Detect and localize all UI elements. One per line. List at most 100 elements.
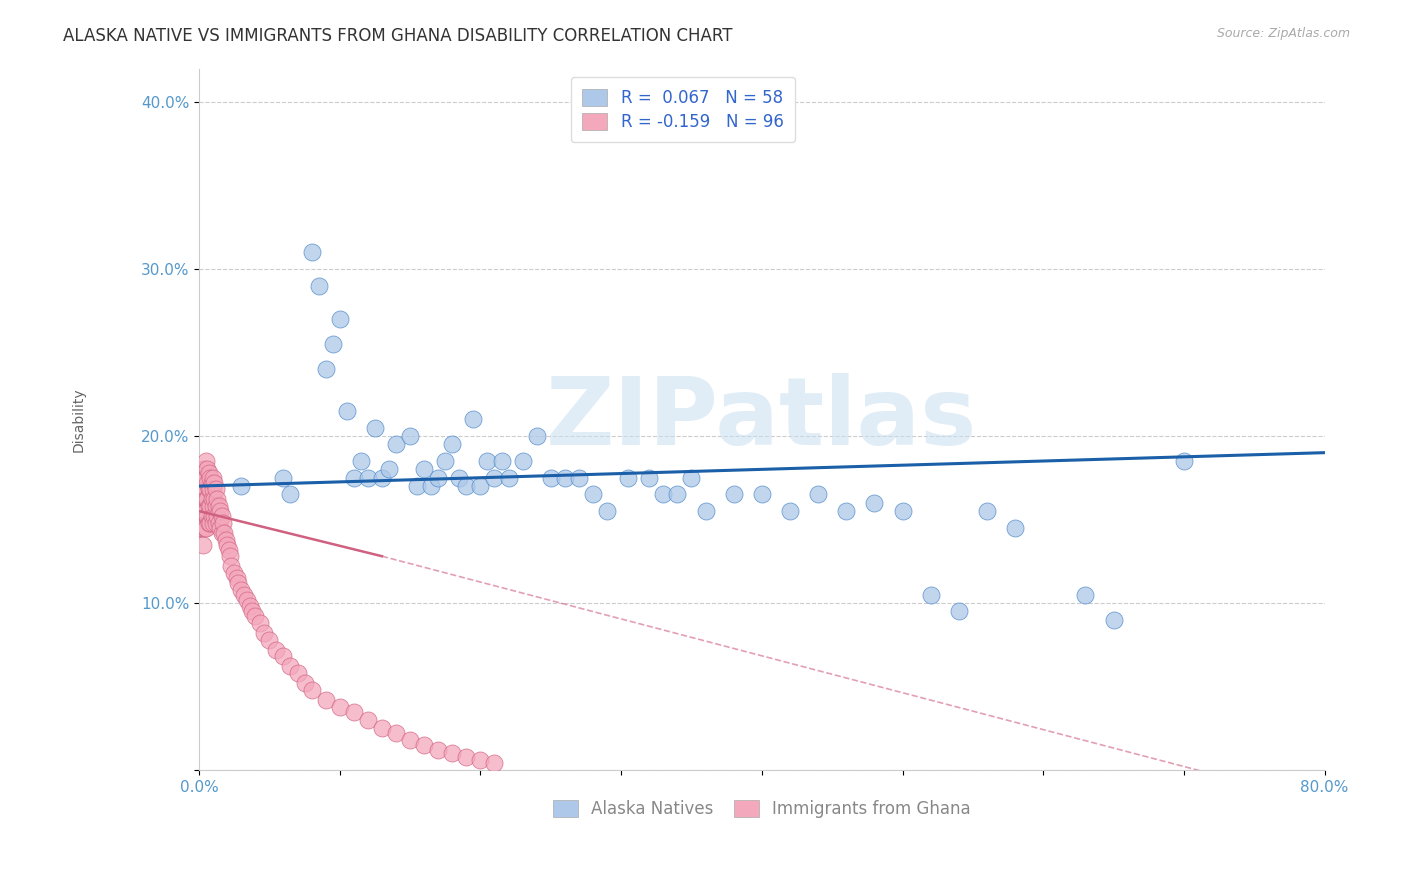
- Point: [385, 726, 408, 740]
- Point: [198, 466, 221, 480]
- Point: [357, 713, 380, 727]
- Point: [207, 492, 229, 507]
- Point: [1102, 613, 1125, 627]
- Point: [195, 471, 218, 485]
- Point: [336, 404, 359, 418]
- Point: [385, 437, 408, 451]
- Point: [190, 487, 212, 501]
- Point: [211, 509, 233, 524]
- Point: [224, 566, 246, 580]
- Point: [195, 483, 218, 497]
- Point: [751, 487, 773, 501]
- Point: [484, 756, 506, 771]
- Point: [217, 537, 239, 551]
- Point: [920, 588, 942, 602]
- Point: [280, 487, 302, 501]
- Point: [617, 471, 640, 485]
- Point: [198, 499, 221, 513]
- Point: [301, 245, 323, 260]
- Point: [193, 462, 215, 476]
- Point: [219, 549, 242, 564]
- Text: Source: ZipAtlas.com: Source: ZipAtlas.com: [1216, 27, 1350, 40]
- Point: [194, 471, 217, 485]
- Point: [652, 487, 675, 501]
- Point: [200, 516, 222, 530]
- Point: [371, 471, 394, 485]
- Point: [427, 743, 450, 757]
- Point: [236, 592, 259, 607]
- Point: [209, 521, 232, 535]
- Point: [202, 499, 225, 513]
- Point: [202, 471, 225, 485]
- Point: [202, 483, 225, 497]
- Text: ALASKA NATIVE VS IMMIGRANTS FROM GHANA DISABILITY CORRELATION CHART: ALASKA NATIVE VS IMMIGRANTS FROM GHANA D…: [63, 27, 733, 45]
- Point: [343, 705, 366, 719]
- Point: [214, 525, 236, 540]
- Point: [193, 471, 215, 485]
- Point: [231, 479, 253, 493]
- Point: [280, 659, 302, 673]
- Point: [201, 475, 224, 490]
- Point: [201, 509, 224, 524]
- Point: [191, 479, 214, 493]
- Point: [197, 462, 219, 476]
- Point: [1004, 521, 1026, 535]
- Point: [329, 312, 352, 326]
- Point: [259, 632, 281, 647]
- Point: [948, 604, 970, 618]
- Point: [191, 504, 214, 518]
- Point: [198, 483, 221, 497]
- Point: [891, 504, 914, 518]
- Point: [456, 479, 478, 493]
- Point: [406, 479, 429, 493]
- Point: [568, 471, 591, 485]
- Point: [498, 471, 520, 485]
- Point: [198, 516, 221, 530]
- Point: [209, 504, 232, 518]
- Point: [195, 492, 218, 507]
- Point: [204, 492, 226, 507]
- Point: [294, 676, 316, 690]
- Point: [596, 504, 619, 518]
- Point: [441, 437, 464, 451]
- Point: [287, 666, 309, 681]
- Point: [205, 499, 228, 513]
- Point: [242, 604, 264, 618]
- Point: [526, 429, 548, 443]
- Point: [231, 582, 253, 597]
- Point: [208, 516, 231, 530]
- Point: [194, 504, 217, 518]
- Point: [200, 483, 222, 497]
- Point: [463, 412, 485, 426]
- Point: [195, 454, 218, 468]
- Point: [215, 533, 238, 547]
- Point: [201, 492, 224, 507]
- Point: [695, 504, 717, 518]
- Point: [378, 462, 401, 476]
- Point: [301, 682, 323, 697]
- Point: [441, 747, 464, 761]
- Point: [204, 475, 226, 490]
- Point: [540, 471, 562, 485]
- Point: [470, 479, 492, 493]
- Point: [681, 471, 703, 485]
- Point: [434, 454, 457, 468]
- Point: [194, 487, 217, 501]
- Point: [273, 649, 295, 664]
- Point: [491, 454, 513, 468]
- Point: [554, 471, 576, 485]
- Point: [218, 542, 240, 557]
- Point: [1074, 588, 1097, 602]
- Point: [202, 516, 225, 530]
- Point: [1173, 454, 1195, 468]
- Point: [208, 499, 231, 513]
- Point: [195, 521, 218, 535]
- Point: [835, 504, 858, 518]
- Point: [193, 504, 215, 518]
- Point: [211, 525, 233, 540]
- Point: [343, 471, 366, 485]
- Point: [194, 521, 217, 535]
- Point: [470, 753, 492, 767]
- Point: [228, 576, 250, 591]
- Point: [413, 462, 436, 476]
